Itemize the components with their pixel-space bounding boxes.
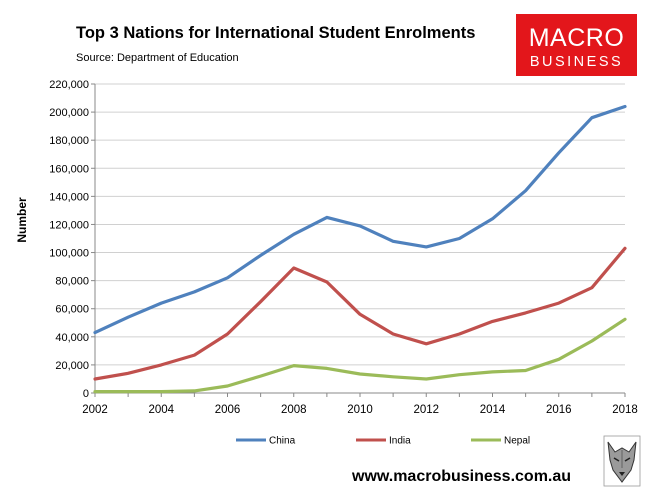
y-tick-labels: 0 20,000 40,000 60,000 80,000 100,000 120,000 1…	[49, 79, 89, 400]
y-tick-label: 200,000	[49, 107, 89, 119]
y-tick-label: 220,000	[49, 79, 89, 91]
y-tick-label: 20,000	[55, 360, 89, 372]
legend: China India Nepal	[236, 436, 530, 447]
x-tick-label: 2012	[413, 404, 439, 416]
y-tick-label: 160,000	[49, 163, 89, 175]
y-tick-label: 60,000	[55, 304, 89, 316]
x-tick-label: 2004	[148, 404, 174, 416]
x-tick-label: 2014	[480, 404, 506, 416]
legend-label-china: China	[269, 436, 296, 447]
macrobusiness-logo: MACRO BUSINESS	[516, 14, 637, 76]
x-tick-label: 2018	[612, 404, 638, 416]
website-url: www.macrobusiness.com.au	[351, 468, 571, 485]
series-line-india	[93, 246, 627, 381]
series-lines	[93, 104, 627, 394]
x-tick-labels: 2002 2004 2006 2008 2010 2012 2014 2016 2018	[82, 404, 638, 416]
y-tick-label: 40,000	[55, 332, 89, 344]
axes	[91, 83, 626, 397]
logo-line2: BUSINESS	[530, 54, 623, 70]
x-tick-label: 2006	[215, 404, 241, 416]
series-line-china	[93, 104, 627, 335]
y-tick-label: 180,000	[49, 135, 89, 147]
logo-line1: MACRO	[529, 24, 625, 52]
legend-label-nepal: Nepal	[504, 436, 530, 447]
chart-title: Top 3 Nations for International Student …	[76, 24, 475, 42]
y-tick-label: 80,000	[55, 276, 89, 288]
x-tick-label: 2008	[281, 404, 307, 416]
x-tick-label: 2010	[347, 404, 373, 416]
grid-lines	[95, 83, 625, 366]
x-tick-label: 2002	[82, 404, 108, 416]
y-tick-label: 0	[83, 388, 89, 400]
y-axis-label: Number	[15, 197, 29, 243]
y-tick-label: 100,000	[49, 248, 89, 260]
legend-label-india: India	[389, 436, 411, 447]
x-tick-label: 2016	[546, 404, 572, 416]
chart-subtitle: Source: Department of Education	[76, 52, 239, 64]
series-line-nepal	[93, 317, 627, 394]
y-tick-label: 140,000	[49, 191, 89, 203]
wolf-head-icon	[603, 435, 641, 487]
logo-background	[516, 14, 637, 76]
y-tick-label: 120,000	[49, 219, 89, 231]
